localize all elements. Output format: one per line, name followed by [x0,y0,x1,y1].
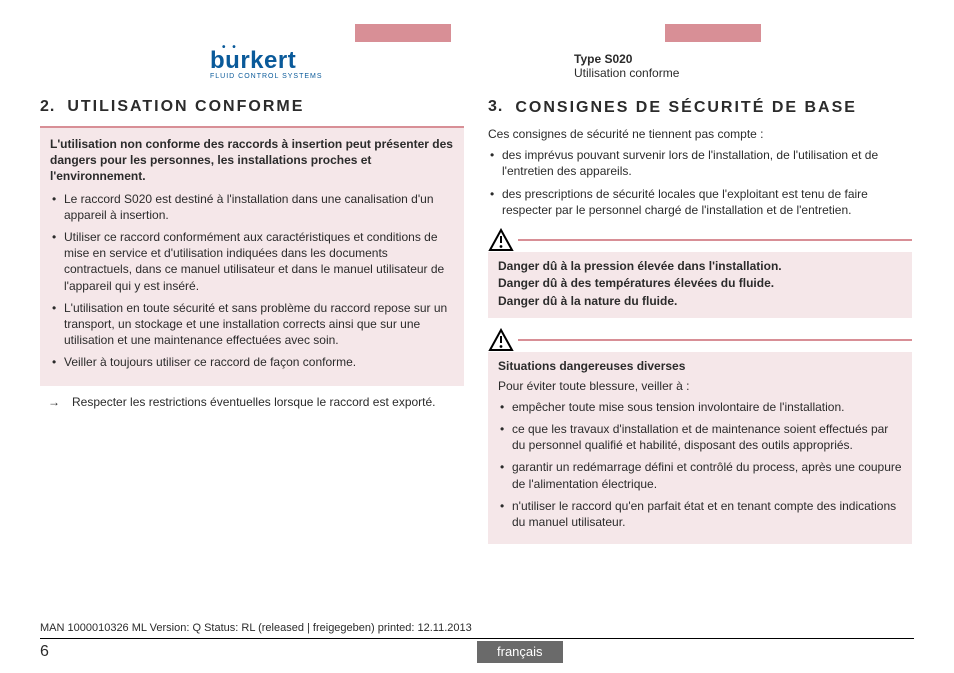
list-item: Veiller à toujours utiliser ce raccord d… [50,354,454,370]
warning-triangle-icon [488,328,514,352]
brand-bar [355,24,451,42]
hazard-header [488,328,912,352]
header-right: Type S020 Utilisation conforme [490,52,914,80]
list-item: L'utilisation en toute sécurité et sans … [50,300,454,349]
section-title: UTILISATION CONFORME [67,98,304,116]
page-footer: MAN 1000010326 ML Version: Q Status: RL … [40,622,914,663]
page-number: 6 [40,643,477,661]
hazard-block-situations: Situations dangereuses diverses Pour évi… [488,328,912,544]
section-heading: 2. UTILISATION CONFORME [40,98,464,116]
list-item: garantir un redémarrage défini et contrô… [498,459,902,491]
brand-logo: • • burkert FLUID CONTROL SYSTEMS [210,47,323,80]
list-item: n'utiliser le raccord qu'en parfait état… [498,498,902,530]
intro-text: Ces consignes de sécurité ne tiennent pa… [488,127,912,141]
export-note: Respecter les restrictions éventuelles l… [40,394,464,410]
footer-row: 6 français [40,641,914,663]
hazard-body: Situations dangereuses diverses Pour évi… [488,352,912,544]
hazard-body: Danger dû à la pression élevée dans l'in… [488,252,912,318]
hazard-line: Danger dû à des températures élevées du … [498,275,902,292]
usage-list: Le raccord S020 est destiné à l'installa… [50,191,454,371]
content-columns: 2. UTILISATION CONFORME L'utilisation no… [40,98,914,544]
header-subtitle: Utilisation conforme [574,66,914,80]
intro-list: des imprévus pouvant survenir lors de l'… [488,147,912,218]
brand-accent-bars [355,24,761,42]
section-number: 3. [488,98,503,117]
section-number: 2. [40,98,55,116]
warning-lead: L'utilisation non conforme des raccords … [50,136,454,185]
list-item: des prescriptions de sécurité locales qu… [488,186,912,218]
list-item: Le raccord S020 est destiné à l'installa… [50,191,454,223]
list-item: empêcher toute mise sous tension involon… [498,399,902,415]
brand-bar [665,24,761,42]
column-left: 2. UTILISATION CONFORME L'utilisation no… [40,98,464,544]
footer-rule [40,638,914,639]
hazard-list: empêcher toute mise sous tension involon… [498,399,902,530]
hazard-rule [518,339,912,341]
header-left: • • burkert FLUID CONTROL SYSTEMS [40,47,478,80]
usage-warning-box: L'utilisation non conforme des raccords … [40,126,464,386]
hazard-rule [518,239,912,241]
hazard-header [488,228,912,252]
brand-umlaut: • • [222,42,238,53]
list-item: Utiliser ce raccord conformément aux car… [50,229,454,294]
column-right: 3. CONSIGNES DE SÉCURITÉ DE BASE Ces con… [488,98,912,544]
hazard-subintro: Pour éviter toute blessure, veiller à : [498,378,902,395]
list-item: ce que les travaux d'installation et de … [498,421,902,453]
section-heading: 3. CONSIGNES DE SÉCURITÉ DE BASE [488,98,912,117]
list-item: des imprévus pouvant survenir lors de l'… [488,147,912,179]
document-page: • • burkert FLUID CONTROL SYSTEMS Type S… [0,0,954,673]
brand-name: • • burkert [210,47,296,75]
footer-meta: MAN 1000010326 ML Version: Q Status: RL … [40,622,914,634]
product-type: Type S020 [574,52,914,66]
hazard-block-pressure: Danger dû à la pression élevée dans l'in… [488,228,912,318]
hazard-line: Danger dû à la nature du fluide. [498,293,902,310]
section-title: CONSIGNES DE SÉCURITÉ DE BASE [515,98,857,117]
warning-triangle-icon [488,228,514,252]
language-badge: français [477,641,563,663]
hazard-title: Situations dangereuses diverses [498,358,902,375]
hazard-line: Danger dû à la pression élevée dans l'in… [498,258,902,275]
